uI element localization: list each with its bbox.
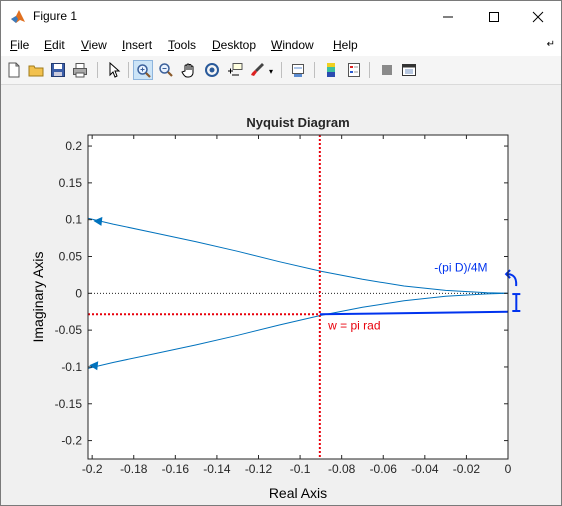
menu-edit[interactable]: Edit <box>44 38 65 52</box>
zoom-in-button[interactable] <box>133 60 153 80</box>
new-figure-icon <box>8 62 20 78</box>
menu-view[interactable]: View <box>81 38 107 52</box>
link-plot-icon <box>292 64 304 77</box>
rotate-3d-icon <box>205 63 219 77</box>
hide-plot-tools-button[interactable] <box>377 60 397 80</box>
menu-bar: File Edit View Insert Tools Desktop Wind… <box>1 32 561 56</box>
x-tick-label: -0.06 <box>370 462 398 476</box>
matlab-logo-icon <box>11 10 25 23</box>
axes-box <box>87 134 509 460</box>
y-tick-label: -0.2 <box>61 434 82 448</box>
plot-area <box>88 135 508 459</box>
direction-arrow-lower <box>89 361 99 371</box>
rotate-3d-button[interactable] <box>202 60 222 80</box>
y-tick-label: -0.05 <box>55 323 83 337</box>
edit-plot-icon <box>109 62 121 78</box>
x-tick-label: -0.18 <box>120 462 148 476</box>
toolbar-separator <box>281 62 282 78</box>
nyquist-curve-lower <box>88 292 508 369</box>
menu-insert[interactable]: Insert <box>122 38 153 52</box>
insert-colorbar-button[interactable] <box>321 60 341 80</box>
y-tick-label: 0.05 <box>59 250 83 264</box>
toolbar-separator <box>314 62 315 78</box>
nyquist-curve-upper <box>88 217 508 294</box>
x-tick-label: -0.02 <box>453 462 481 476</box>
minimize-icon <box>443 16 453 18</box>
data-cursor-icon <box>228 63 243 76</box>
menu-file[interactable]: File <box>10 38 30 52</box>
brush-button[interactable] <box>248 60 268 80</box>
open-file-button[interactable] <box>26 60 46 80</box>
toolbar: ▾ <box>1 56 561 85</box>
x-tick-label: -0.1 <box>290 462 311 476</box>
brush-icon <box>251 63 264 76</box>
menu-overflow-arrow-icon[interactable]: ↵ <box>546 39 555 50</box>
pan-button[interactable] <box>179 60 199 80</box>
hide-plot-tools-icon <box>382 65 392 75</box>
x-axis-label: Real Axis <box>269 485 327 501</box>
y-tick-label: 0.2 <box>65 139 82 153</box>
new-figure-button[interactable] <box>4 60 24 80</box>
frequency-annotation-label: w = pi rad <box>327 318 380 332</box>
chart-title: Nyquist Diagram <box>246 115 349 130</box>
x-tick-label: -0.04 <box>411 462 439 476</box>
insert-colorbar-icon <box>327 63 335 77</box>
save-button[interactable] <box>48 60 68 80</box>
direction-arrow-upper <box>93 216 103 226</box>
zoom-out-icon <box>159 63 173 77</box>
print-icon <box>73 63 87 78</box>
link-plot-button[interactable] <box>288 60 308 80</box>
close-button[interactable] <box>515 1 561 32</box>
x-tick-label: -0.12 <box>245 462 273 476</box>
x-tick-label: -0.16 <box>162 462 190 476</box>
zoom-in-icon <box>137 64 151 78</box>
insert-legend-icon <box>348 63 360 77</box>
toolbar-separator <box>369 62 370 78</box>
y-tick-label: -0.15 <box>55 397 83 411</box>
y-tick-label: 0 <box>75 286 82 300</box>
margin-formula-label: -(pi D)/4M <box>434 261 487 275</box>
toolbar-separator <box>97 62 98 78</box>
maximize-button[interactable] <box>471 1 517 32</box>
menu-desktop[interactable]: Desktop <box>212 38 257 52</box>
x-tick-label: 0 <box>505 462 512 476</box>
y-axis-label: Imaginary Axis <box>30 251 46 342</box>
menu-window[interactable]: Window <box>271 38 314 52</box>
x-tick-label: -0.14 <box>203 462 231 476</box>
toolbar-separator <box>128 62 129 78</box>
brush-dropdown-arrow-icon[interactable]: ▾ <box>269 67 274 76</box>
edit-plot-button[interactable] <box>104 60 124 80</box>
menu-tools[interactable]: Tools <box>168 38 197 52</box>
insert-legend-button[interactable] <box>344 60 364 80</box>
pan-icon <box>181 63 194 78</box>
y-tick-label: -0.1 <box>61 360 82 374</box>
show-plot-tools-button[interactable] <box>399 60 419 80</box>
y-tick-label: 0.15 <box>59 176 83 190</box>
zoom-out-button[interactable] <box>156 60 176 80</box>
open-file-icon <box>28 65 44 77</box>
plot-content <box>88 135 508 459</box>
maximize-icon <box>489 12 499 22</box>
show-plot-tools-icon <box>402 64 416 76</box>
close-icon <box>532 11 544 23</box>
title-bar[interactable]: Figure 1 <box>1 1 561 32</box>
x-tick-label: -0.2 <box>82 462 103 476</box>
margin-segment-line <box>319 310 509 316</box>
data-cursor-button[interactable] <box>225 60 245 80</box>
print-button[interactable] <box>70 60 90 80</box>
minimize-button[interactable] <box>425 1 471 32</box>
menu-help[interactable]: Help <box>333 38 358 52</box>
x-tick-label: -0.08 <box>328 462 356 476</box>
window-title: Figure 1 <box>33 9 78 23</box>
figure-canvas: Nyquist Diagram w = pi rad -(pi D)/4M -0.2-… <box>1 85 561 505</box>
curved-arrow-icon <box>507 273 518 287</box>
save-icon <box>51 63 65 77</box>
y-tick-label: 0.1 <box>65 213 82 227</box>
curved-arrow-head-icon <box>504 269 511 279</box>
